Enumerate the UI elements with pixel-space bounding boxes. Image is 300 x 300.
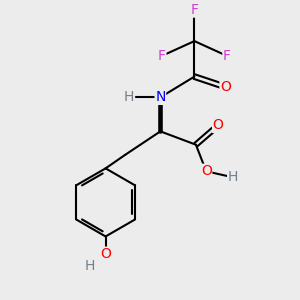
Text: O: O xyxy=(100,247,111,261)
Text: F: F xyxy=(190,3,198,17)
Text: H: H xyxy=(124,90,134,104)
Text: H: H xyxy=(84,259,94,273)
Text: O: O xyxy=(201,164,212,178)
Text: O: O xyxy=(220,80,231,94)
Text: O: O xyxy=(213,118,224,133)
Text: F: F xyxy=(223,49,231,63)
Text: H: H xyxy=(228,170,238,184)
Text: N: N xyxy=(155,90,166,104)
Text: F: F xyxy=(158,49,166,63)
